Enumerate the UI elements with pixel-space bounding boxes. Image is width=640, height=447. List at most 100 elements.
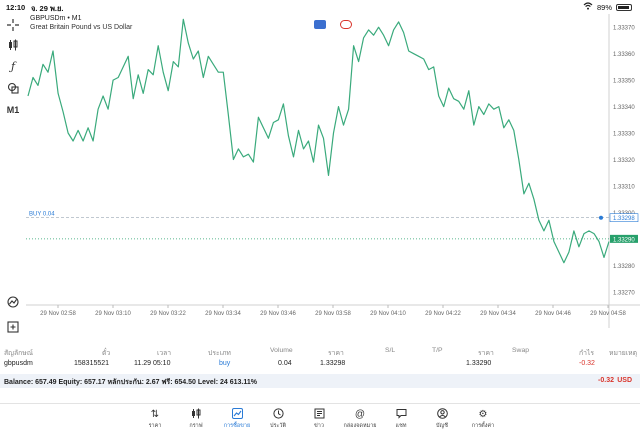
price-point — [278, 119, 279, 120]
price-point — [78, 130, 79, 131]
mailbox-icon: @ — [354, 409, 366, 420]
price-point — [388, 45, 389, 46]
price-point — [108, 109, 109, 110]
x-tick-label: 29 Nov 03:10 — [95, 311, 131, 317]
price-point — [473, 125, 474, 126]
price-point — [233, 159, 234, 160]
col-profit: กำไร — [579, 350, 595, 357]
price-point — [468, 90, 469, 91]
status-right: 89% — [583, 2, 632, 12]
price-point — [503, 127, 504, 128]
price-point — [58, 93, 59, 94]
one-click-trading-icon[interactable] — [314, 20, 326, 29]
price-point — [103, 95, 104, 96]
y-tick-label: 1.33340 — [613, 105, 635, 111]
price-point — [553, 241, 554, 242]
price-point — [318, 125, 319, 126]
trade-icon — [217, 408, 257, 422]
price-point — [403, 32, 404, 33]
price-point — [438, 95, 439, 96]
price-point — [558, 252, 559, 253]
price-chart[interactable]: 1.33370 1.33360 1.33350 1.33340 1.33330 1.333… — [26, 14, 640, 328]
news-icon — [299, 408, 339, 422]
price-point — [273, 122, 274, 123]
chart-canvas[interactable]: 1.33370 1.33360 1.33350 1.33340 1.33330 1.333… — [26, 14, 640, 328]
price-point — [333, 132, 334, 133]
col-price: ราคา — [478, 350, 494, 357]
price-point — [198, 50, 199, 51]
price-point — [543, 230, 544, 231]
price-point — [218, 72, 219, 73]
account-summary-bar: Balance: 657.49 Equity: 657.17 หลักประกั… — [0, 374, 640, 388]
price-point — [508, 119, 509, 120]
indicator-icon[interactable] — [5, 294, 21, 310]
nav-chat[interactable]: แชท — [381, 408, 421, 430]
price-point — [93, 140, 94, 141]
nav-settings[interactable]: ⚙ การตั้งค่า — [463, 408, 503, 430]
position-type: buy — [219, 360, 231, 367]
price-point — [298, 130, 299, 131]
position-symbol: gbpusdm — [4, 360, 33, 367]
current-price-tag — [610, 234, 638, 243]
nav-account[interactable]: บัญชี — [422, 408, 462, 430]
price-point — [363, 37, 364, 38]
price-point — [408, 50, 409, 51]
nav-news[interactable]: ข่าว — [299, 408, 339, 430]
objects-icon[interactable] — [5, 80, 21, 96]
crosshair-icon[interactable] — [5, 17, 21, 33]
price-point — [243, 156, 244, 157]
symbol-description: Great Britain Pound vs US Dollar — [30, 24, 133, 31]
price-point — [313, 162, 314, 163]
price-point — [183, 19, 184, 20]
nav-mailbox[interactable]: @ กล่องจดหมาย — [340, 408, 380, 430]
x-tick-label: 29 Nov 04:22 — [425, 311, 461, 317]
nav-quotes[interactable]: ⇅ ราคา — [135, 408, 175, 430]
price-point — [373, 35, 374, 36]
chat-icon — [381, 408, 421, 422]
status-bar: 12:10 จ. 29 พ.ย. 89% — [0, 0, 640, 14]
x-tick-label: 29 Nov 03:22 — [150, 311, 186, 317]
price-point — [223, 72, 224, 73]
position-profit: -0.32 — [579, 360, 595, 367]
price-point — [453, 98, 454, 99]
signal-icon[interactable] — [340, 20, 352, 29]
x-tick-label: 29 Nov 03:58 — [315, 311, 351, 317]
price-point — [568, 252, 569, 253]
position-volume: 0.04 — [278, 360, 292, 367]
price-point — [248, 154, 249, 155]
price-point — [178, 66, 179, 67]
y-tick-label: 1.33350 — [613, 79, 635, 85]
nav-history-label: ประวัติ — [269, 423, 287, 429]
candlestick-icon[interactable] — [5, 37, 21, 53]
position-row[interactable]: gbpusdm 158315521 11.29 05:10 buy 0.04 1… — [0, 358, 640, 372]
new-order-icon[interactable] — [5, 319, 21, 335]
col-swap: Swap — [512, 347, 530, 354]
price-point — [328, 175, 329, 176]
col-comment: หมายเหตุ — [609, 350, 637, 357]
account-summary-text: Balance: 657.49 Equity: 657.17 หลักประกั… — [4, 379, 257, 386]
buy-level-marker — [599, 215, 603, 220]
price-point — [498, 106, 499, 107]
nav-settings-label: การตั้งค่า — [471, 423, 495, 429]
account-icon — [422, 408, 462, 422]
x-tick-label: 29 Nov 04:46 — [535, 311, 571, 317]
price-point — [63, 111, 64, 112]
buy-price-text: 1.33298 — [613, 216, 635, 222]
price-point — [398, 21, 399, 22]
function-icon[interactable]: ƒ — [10, 59, 16, 73]
chart-quick-buttons — [314, 20, 352, 29]
price-point — [448, 88, 449, 89]
price-point — [283, 103, 284, 104]
price-point — [353, 45, 354, 46]
nav-trade[interactable]: การซื้อขาย — [217, 408, 257, 430]
price-point — [118, 77, 119, 78]
price-point — [42, 64, 43, 65]
price-point — [253, 162, 254, 163]
timeframe-button[interactable]: M1 — [6, 105, 20, 115]
x-tick-label: 29 Nov 04:58 — [590, 311, 626, 317]
nav-history[interactable]: ประวัติ — [258, 408, 298, 430]
nav-chart[interactable]: กราฟ — [176, 408, 216, 430]
y-tick-label: 1.33280 — [613, 264, 635, 270]
price-point — [52, 50, 53, 51]
col-volume: Volume — [270, 347, 293, 354]
